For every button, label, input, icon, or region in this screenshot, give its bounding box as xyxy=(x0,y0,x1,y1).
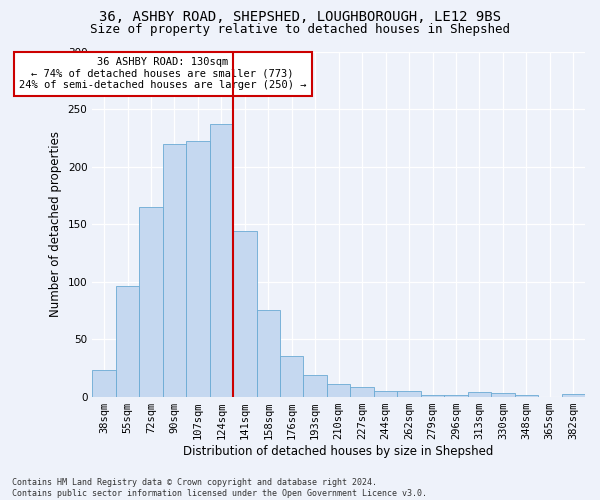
Text: Size of property relative to detached houses in Shepshed: Size of property relative to detached ho… xyxy=(90,22,510,36)
Bar xyxy=(163,144,186,396)
Text: Contains HM Land Registry data © Crown copyright and database right 2024.
Contai: Contains HM Land Registry data © Crown c… xyxy=(12,478,427,498)
Bar xyxy=(280,356,304,397)
X-axis label: Distribution of detached houses by size in Shepshed: Distribution of detached houses by size … xyxy=(184,444,494,458)
Bar xyxy=(467,392,491,396)
Bar xyxy=(116,286,139,397)
Bar xyxy=(350,388,374,396)
Bar xyxy=(233,231,257,396)
Bar xyxy=(257,310,280,396)
Bar xyxy=(186,141,209,397)
Bar xyxy=(374,391,397,396)
Bar xyxy=(139,207,163,396)
Y-axis label: Number of detached properties: Number of detached properties xyxy=(49,131,62,317)
Text: 36 ASHBY ROAD: 130sqm
← 74% of detached houses are smaller (773)
24% of semi-det: 36 ASHBY ROAD: 130sqm ← 74% of detached … xyxy=(19,58,307,90)
Bar xyxy=(562,394,585,396)
Bar xyxy=(92,370,116,396)
Bar xyxy=(397,391,421,396)
Bar xyxy=(327,384,350,396)
Bar xyxy=(304,374,327,396)
Bar xyxy=(491,393,515,396)
Bar xyxy=(209,124,233,396)
Text: 36, ASHBY ROAD, SHEPSHED, LOUGHBOROUGH, LE12 9BS: 36, ASHBY ROAD, SHEPSHED, LOUGHBOROUGH, … xyxy=(99,10,501,24)
